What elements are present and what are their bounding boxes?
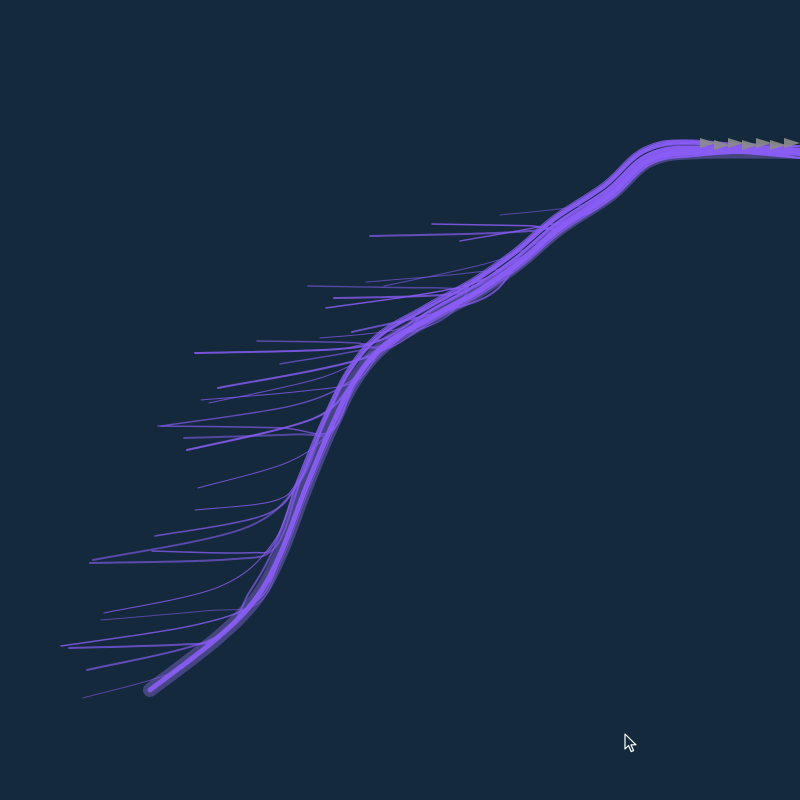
flow-core-ribbon	[147, 148, 800, 693]
direction-arrowhead	[742, 140, 758, 150]
flow-stream-line	[86, 142, 800, 671]
flow-stream-line	[103, 139, 800, 614]
arrowheads-group	[700, 138, 800, 150]
direction-arrowhead	[756, 138, 772, 148]
flow-stream-line	[194, 145, 800, 354]
flow-stream-line	[151, 140, 800, 554]
direction-arrowhead	[784, 138, 800, 148]
mouse-pointer-icon	[624, 733, 637, 753]
flow-stream-line	[100, 145, 800, 621]
direction-arrowhead	[700, 138, 716, 148]
direction-arrowhead	[728, 138, 744, 148]
direction-arrowhead	[714, 140, 730, 150]
direction-arrowhead	[770, 140, 786, 150]
flow-stream-line	[256, 148, 800, 350]
flow-streams-group	[60, 139, 800, 699]
